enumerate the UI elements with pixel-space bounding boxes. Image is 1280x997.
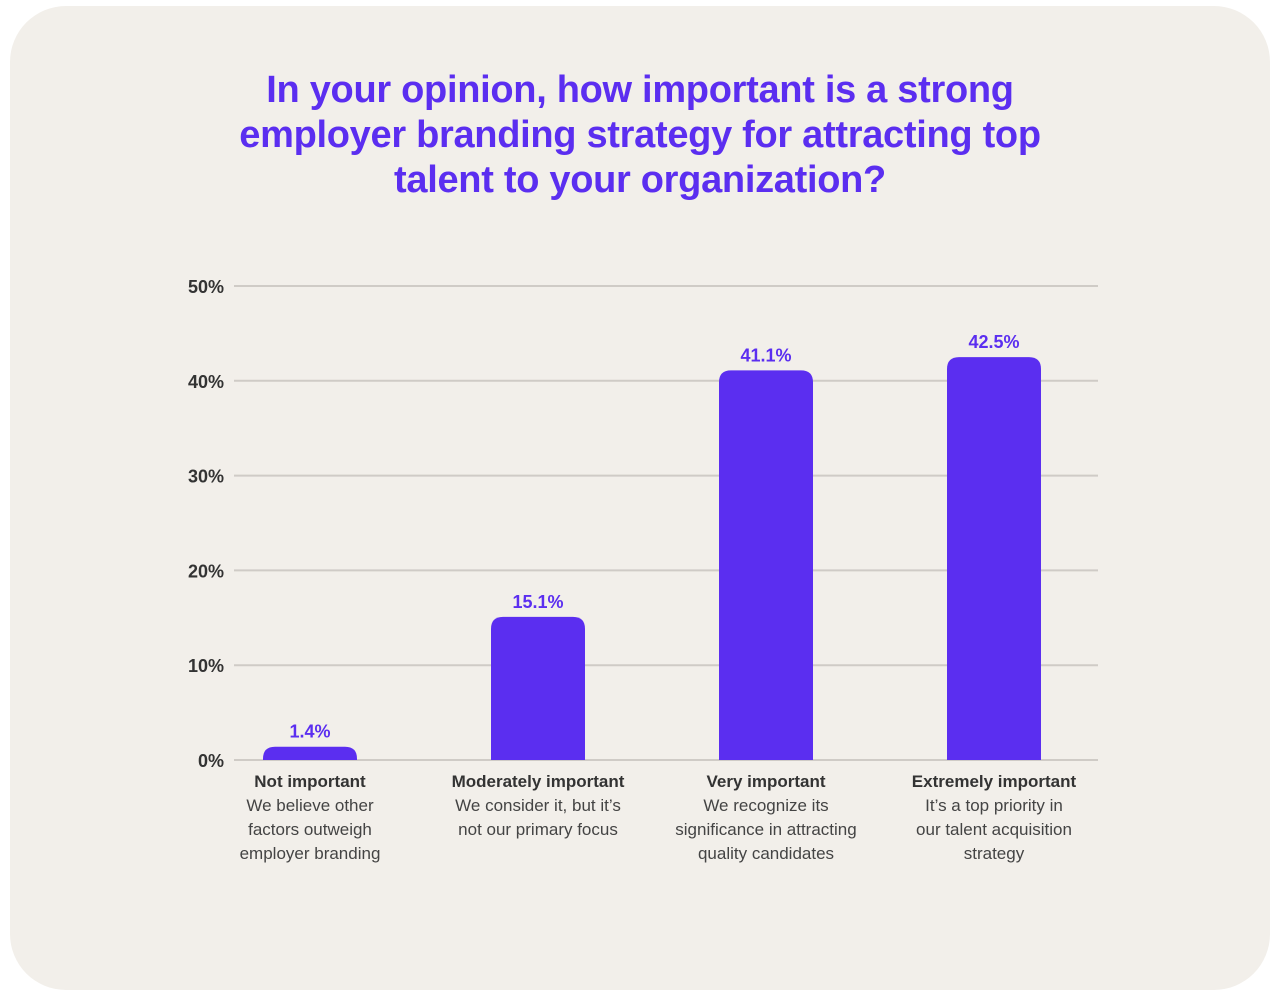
data-label: 15.1% [512, 592, 563, 612]
y-tick-label: 50% [188, 277, 224, 297]
chart-title-line-1: In your opinion, how important is a stro… [266, 69, 1014, 111]
y-tick-label: 0% [198, 751, 224, 771]
bar [947, 357, 1041, 760]
y-tick-label: 20% [188, 561, 224, 581]
category-description: We believe other [246, 796, 374, 815]
category-description: factors outweigh [248, 820, 372, 839]
category-description: not our primary focus [458, 820, 618, 839]
category-description: We recognize its [703, 796, 829, 815]
data-label: 1.4% [289, 722, 330, 742]
bar [719, 370, 813, 760]
category-label: Very important We recognize its significan… [651, 770, 881, 866]
data-label: 41.1% [740, 345, 791, 365]
chart-title-line-2: employer branding strategy for attractin… [239, 114, 1041, 156]
chart-card [10, 6, 1270, 990]
category-label: Extremely important It’s a top priority i… [879, 770, 1109, 866]
y-tick-label: 40% [188, 372, 224, 392]
category-description: significance in attracting [675, 820, 857, 839]
category-name: Extremely important [911, 772, 1077, 791]
bar [263, 746, 357, 760]
data-label: 42.5% [968, 332, 1019, 352]
category-label: Not important We believe other factors out… [195, 770, 425, 866]
chart-title-line-3: talent to your organization? [394, 159, 886, 201]
chart-title: In your opinion, how important is a stro… [140, 68, 1140, 203]
category-name: Very important [706, 772, 826, 791]
category-description: It’s a top priority in [925, 796, 1063, 815]
y-tick-label: 30% [188, 467, 224, 487]
category-label: Moderately important We consider it, but … [423, 770, 653, 842]
category-description: quality candidates [697, 844, 835, 863]
bar [491, 616, 585, 760]
category-name: Not important [254, 772, 366, 791]
category-description: strategy [963, 844, 1025, 863]
category-name: Moderately important [451, 772, 625, 791]
category-description: We consider it, but it’s [455, 796, 621, 815]
category-description: employer branding [239, 844, 381, 863]
y-tick-label: 10% [188, 656, 224, 676]
category-description: our talent acquisition [916, 820, 1072, 839]
